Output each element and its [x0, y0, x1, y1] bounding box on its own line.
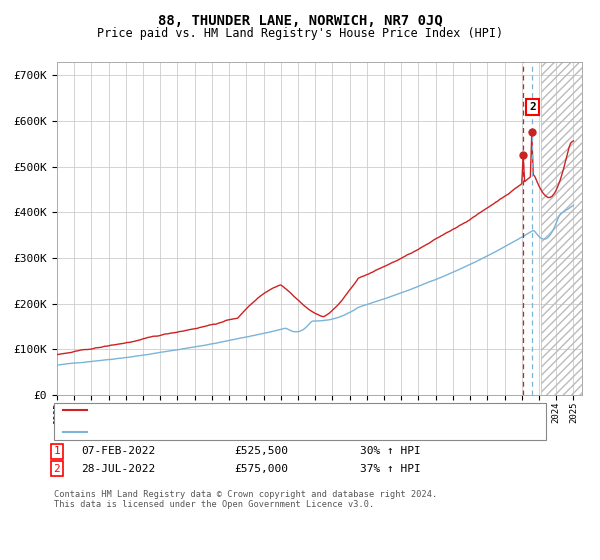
Text: 28-JUL-2022: 28-JUL-2022 [81, 464, 155, 474]
Text: Contains HM Land Registry data © Crown copyright and database right 2024.
This d: Contains HM Land Registry data © Crown c… [54, 490, 437, 510]
Text: 37% ↑ HPI: 37% ↑ HPI [360, 464, 421, 474]
Text: 30% ↑ HPI: 30% ↑ HPI [360, 446, 421, 456]
Text: 07-FEB-2022: 07-FEB-2022 [81, 446, 155, 456]
Text: £525,500: £525,500 [234, 446, 288, 456]
Text: 88, THUNDER LANE, NORWICH, NR7 0JQ (detached house): 88, THUNDER LANE, NORWICH, NR7 0JQ (deta… [93, 405, 412, 415]
Text: 2: 2 [53, 464, 61, 474]
Text: 2: 2 [529, 102, 536, 112]
Text: 88, THUNDER LANE, NORWICH, NR7 0JQ: 88, THUNDER LANE, NORWICH, NR7 0JQ [158, 14, 442, 28]
Text: Price paid vs. HM Land Registry's House Price Index (HPI): Price paid vs. HM Land Registry's House … [97, 27, 503, 40]
Text: £575,000: £575,000 [234, 464, 288, 474]
Text: 1: 1 [53, 446, 61, 456]
Text: HPI: Average price, detached house, Broadland: HPI: Average price, detached house, Broa… [93, 427, 374, 437]
